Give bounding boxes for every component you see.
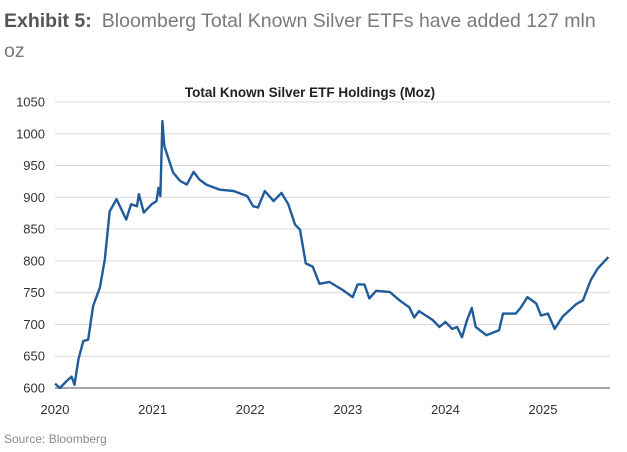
x-tick-label: 2021 bbox=[138, 402, 167, 417]
y-tick-label: 1000 bbox=[16, 126, 45, 141]
y-tick-label: 950 bbox=[23, 158, 45, 173]
exhibit-title: Bloomberg Total Known Silver ETFs have a… bbox=[4, 10, 596, 62]
y-tick-label: 700 bbox=[23, 317, 45, 332]
y-tick-label: 850 bbox=[23, 222, 45, 237]
chart-title: Total Known Silver ETF Holdings (Moz) bbox=[185, 85, 435, 100]
x-tick-label: 2025 bbox=[529, 402, 558, 417]
y-tick-label: 750 bbox=[23, 285, 45, 300]
y-tick-label: 900 bbox=[23, 190, 45, 205]
y-tick-label: 600 bbox=[23, 381, 45, 396]
x-tick-label: 2023 bbox=[333, 402, 362, 417]
series-line bbox=[54, 119, 610, 390]
x-tick-label: 2020 bbox=[41, 402, 70, 417]
x-tick-label: 2024 bbox=[431, 402, 460, 417]
y-tick-label: 800 bbox=[23, 253, 45, 268]
x-tick-label: 2022 bbox=[236, 402, 265, 417]
y-tick-label: 1050 bbox=[16, 95, 45, 110]
source-note: Source: Bloomberg bbox=[4, 432, 107, 446]
exhibit-heading: Exhibit 5: Bloomberg Total Known Silver E… bbox=[4, 6, 619, 66]
y-tick-label: 650 bbox=[23, 349, 45, 364]
exhibit-label: Exhibit 5: bbox=[4, 10, 92, 32]
